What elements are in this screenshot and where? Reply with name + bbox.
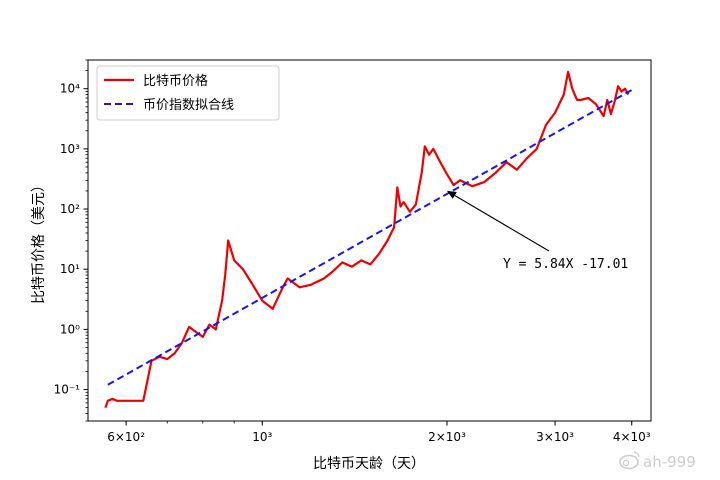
annotation-arrowhead [447, 190, 457, 199]
y-tick-label: 10⁻¹ [54, 383, 81, 397]
y-axis-label: 比特币价格（美元） [31, 178, 47, 304]
legend-box [96, 65, 280, 121]
weibo-logo-icon [619, 451, 640, 470]
legend: 比特币价格 币价指数拟合线 [96, 65, 280, 121]
y-tick-label: 10³ [60, 142, 80, 156]
y-tick-label: 10¹ [60, 262, 80, 276]
series-line-price [104, 70, 630, 409]
legend-label-price: 比特币价格 [143, 73, 208, 89]
y-tick-label: 10⁰ [60, 322, 80, 336]
series-layer [104, 70, 633, 409]
x-tick-label: 3×10³ [536, 430, 574, 444]
x-tick-label: 6×10² [107, 430, 145, 444]
ticks-layer: 6×10² 10³ 2×10³ 3×10³ 4×10³ 10⁻¹ 10⁰ 10¹ 10² 10³ 1… [54, 59, 651, 444]
legend-label-fit: 币价指数拟合线 [143, 98, 234, 113]
watermark-text: ah-999 [643, 453, 696, 471]
y-tick-label: 10⁴ [60, 82, 80, 96]
x-tick-label: 2×10³ [428, 430, 466, 444]
y-tick-label: 10² [60, 202, 80, 216]
annotation-arrow [454, 195, 550, 252]
watermark: ah-999 [619, 451, 696, 471]
x-axis-label: 比特币天龄（天） [313, 456, 425, 472]
series-line-fit [107, 89, 633, 386]
annotation: Y = 5.84X -17.01 [447, 190, 628, 272]
x-tick-label: 4×10³ [613, 430, 651, 444]
x-tick-label: 10³ [252, 430, 272, 444]
annotation-text: Y = 5.84X -17.01 [503, 257, 628, 272]
